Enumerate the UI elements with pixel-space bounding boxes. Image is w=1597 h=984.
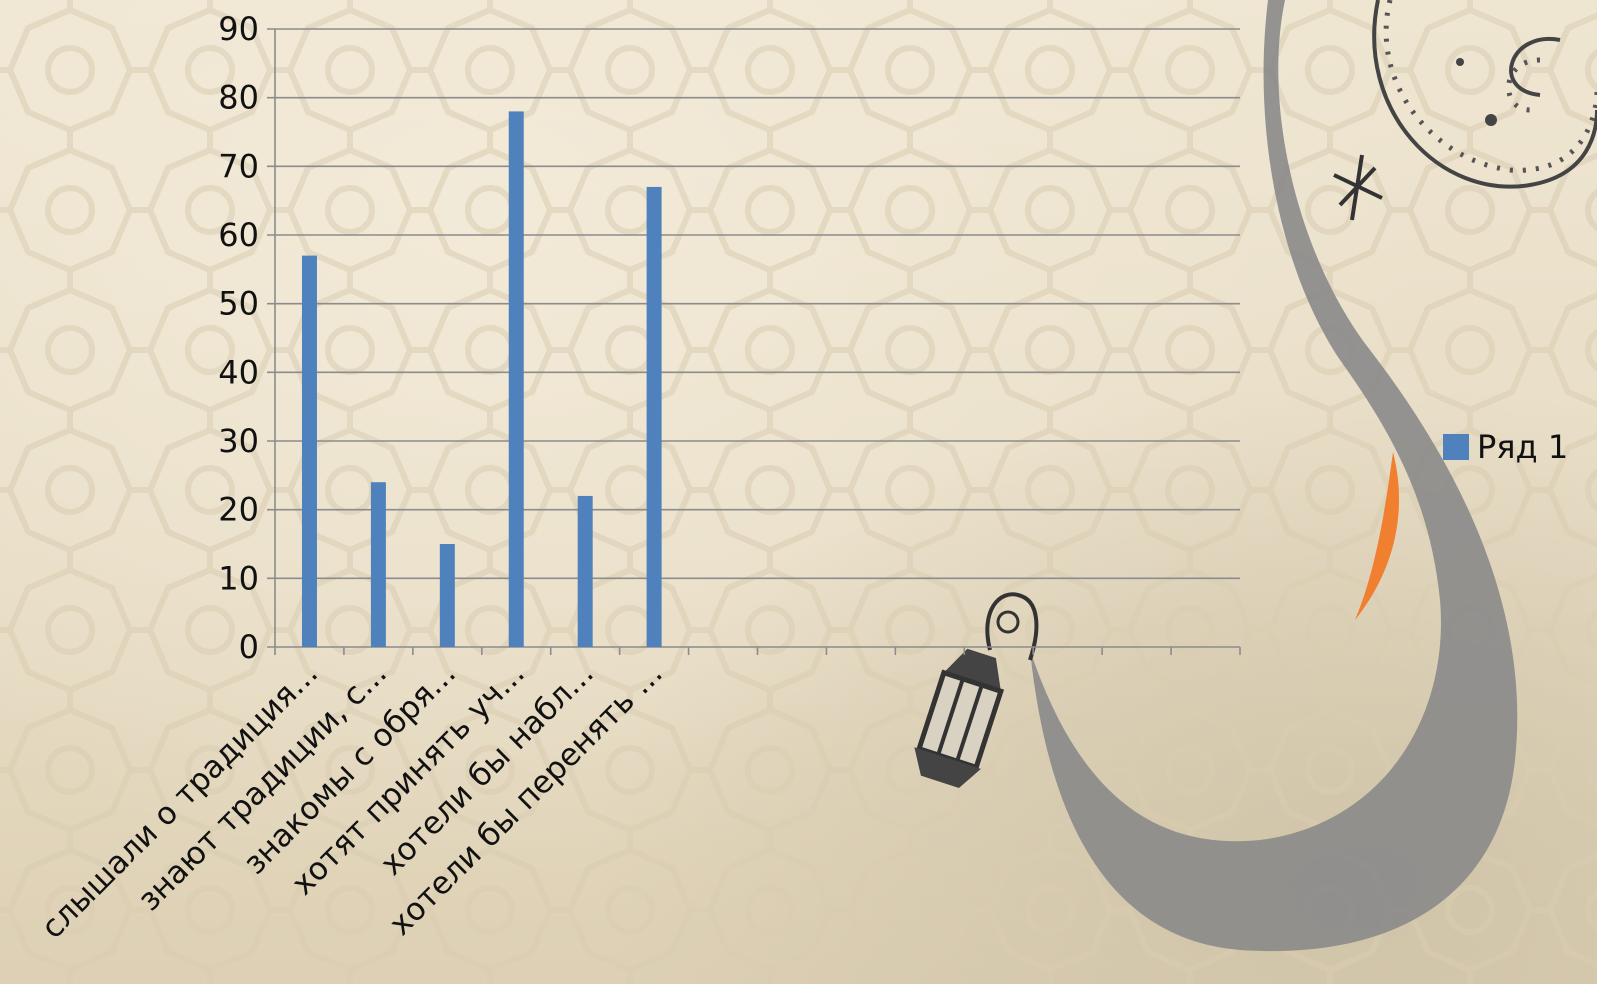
x-axis-tick-labels: слышали о традиция...знают традиции, с..… xyxy=(34,655,669,946)
y-tick-label: 0 xyxy=(239,628,259,666)
bar xyxy=(370,482,386,647)
x-tick-label: слышали о традиция... xyxy=(34,655,325,946)
swirl-icon xyxy=(1383,0,1597,173)
swirl-line-icon xyxy=(1372,0,1597,189)
gridlines xyxy=(267,28,1241,655)
y-axis-tick-labels: 0 10 20 30 40 50 60 70 80 90 xyxy=(218,10,259,666)
lantern-icon xyxy=(914,592,1039,788)
y-tick-label: 20 xyxy=(218,491,259,529)
bar xyxy=(508,111,524,647)
bar xyxy=(439,544,455,647)
y-tick-label: 30 xyxy=(218,422,259,460)
flame-icon xyxy=(1355,452,1400,620)
y-tick-label: 70 xyxy=(218,147,259,185)
legend-swatch xyxy=(1443,434,1469,460)
dot-icon xyxy=(1456,58,1464,66)
y-tick-label: 40 xyxy=(218,353,259,391)
bar xyxy=(646,186,662,647)
crescent-moon-icon xyxy=(1030,0,1518,952)
y-tick-label: 60 xyxy=(218,216,259,254)
star-icon xyxy=(1333,154,1383,221)
legend-label: Ряд 1 xyxy=(1477,428,1569,466)
y-tick-label: 90 xyxy=(218,10,259,48)
dot-icon xyxy=(1485,114,1497,126)
y-tick-label: 50 xyxy=(218,285,259,323)
y-tick-label: 10 xyxy=(218,559,259,597)
bars xyxy=(301,111,662,647)
bar xyxy=(577,495,593,647)
bar xyxy=(301,255,317,647)
y-tick-label: 80 xyxy=(218,79,259,117)
legend: Ряд 1 xyxy=(1443,428,1568,466)
